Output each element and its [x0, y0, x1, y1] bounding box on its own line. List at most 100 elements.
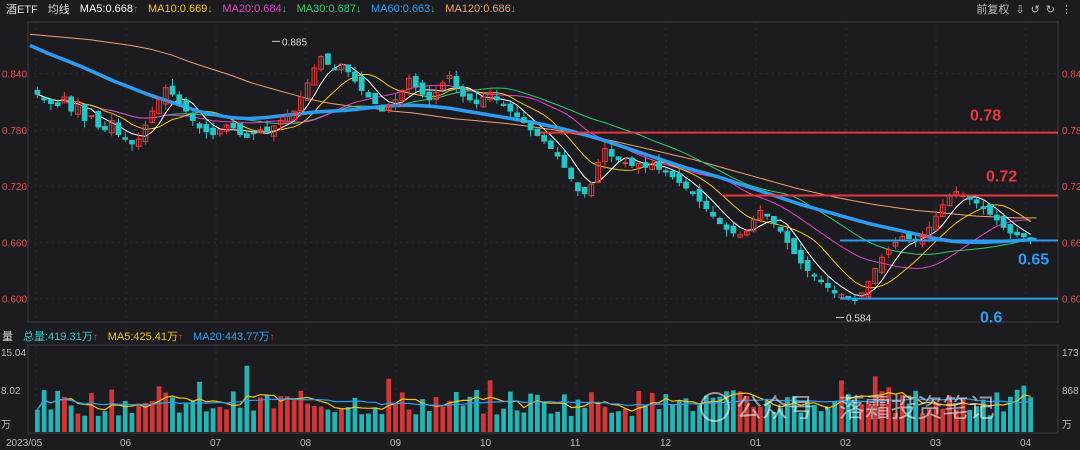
y-tick-left: 0.840 — [2, 70, 27, 81]
volume-bar-down — [676, 400, 682, 432]
volume-bar-down — [791, 396, 797, 432]
y-tick-left: 0.600 — [2, 295, 27, 306]
candle-up — [88, 115, 95, 118]
price-adjust-select[interactable]: 前复权 — [976, 4, 1010, 16]
candle-down — [331, 68, 338, 71]
volume-bar-up — [433, 397, 439, 432]
volume-bar-down — [555, 411, 561, 432]
ma-legend-item-0: MA5:0.668↑ — [79, 3, 138, 15]
volume-bar-down — [690, 411, 696, 432]
candle-down — [426, 91, 433, 101]
volume-bar-up — [291, 400, 297, 432]
candle-down — [568, 167, 575, 180]
candle-up — [399, 89, 406, 102]
candle-down — [230, 122, 237, 129]
candle-up — [743, 230, 750, 236]
volume-bar-down — [568, 415, 574, 432]
volume-bar-down — [507, 391, 513, 432]
arrow-up-icon: ↑ — [132, 4, 138, 15]
candle-down — [68, 96, 75, 112]
candle-up — [588, 183, 595, 197]
volume-bar-up — [839, 380, 844, 432]
volume-legend-item-1: MA5:425.41万↑ — [107, 331, 184, 343]
candle-down — [243, 133, 250, 138]
volume-bar-down — [82, 415, 88, 432]
candle-down — [554, 152, 561, 157]
candle-down — [608, 149, 615, 157]
candle-down — [541, 135, 547, 142]
volume-bar-up — [751, 406, 756, 432]
volume-bar-down — [453, 391, 459, 432]
candle-down — [372, 92, 379, 105]
candle-down — [352, 71, 358, 82]
candle-down — [358, 76, 365, 91]
price-panel-border — [27, 21, 1059, 323]
candle-down — [656, 161, 662, 170]
ma-legend-item-3: MA30:0.687↓ — [296, 3, 361, 15]
volume-bar-up — [163, 392, 169, 432]
candle-up — [757, 209, 764, 220]
candle-down — [818, 279, 825, 283]
volume-bar-down — [582, 407, 588, 432]
volume-bar-up — [89, 392, 94, 432]
y-tick-right: 0.780 — [1062, 126, 1080, 137]
candle-down — [723, 224, 730, 230]
volume-bar-down — [812, 404, 817, 432]
volume-bar-down — [825, 408, 831, 432]
volume-bar-down — [994, 392, 1000, 432]
volume-bar-up — [156, 386, 162, 432]
volume-bar-down — [1001, 411, 1006, 432]
y-tick-left: 0.660 — [2, 238, 27, 249]
x-tick: 08 — [300, 438, 312, 449]
ma-legend-item-1: MA10:0.669↓ — [147, 3, 213, 15]
volume-bar-up — [149, 401, 155, 432]
volume-bar-up — [224, 409, 229, 432]
candle-down — [710, 211, 716, 217]
candle-down — [825, 283, 831, 288]
candle-down — [514, 112, 520, 118]
ma-mode-label[interactable]: 均线 — [47, 4, 70, 16]
candle-down — [365, 92, 372, 98]
candle-down — [81, 104, 88, 121]
volume-bar-up — [953, 409, 959, 432]
undo-icon[interactable]: ↺ — [1030, 3, 1040, 16]
volume-bar-up — [866, 403, 871, 432]
volume-tick-right: 868 — [1062, 386, 1079, 397]
volume-bar-down — [176, 412, 182, 432]
volume-bar-down — [426, 410, 432, 432]
volume-bar-up — [278, 396, 283, 432]
candle-down — [41, 97, 48, 101]
volume-bar-up — [406, 409, 412, 432]
volume-legend: 总量:419.31万↑ MA5:425.41万↑ MA20:443.77万↑ — [23, 328, 274, 344]
download-icon[interactable]: ⇩ — [1015, 3, 1025, 16]
volume-tick-right: 万 — [1062, 420, 1072, 431]
candle-down — [730, 225, 737, 234]
volume-bar-down — [35, 409, 40, 432]
candle-up — [406, 77, 412, 90]
candle-down — [615, 156, 622, 161]
candle-down — [575, 182, 581, 192]
volume-bar-down — [203, 411, 209, 432]
y-tick-right: 0.840 — [1062, 70, 1080, 81]
volume-bar-down — [1021, 385, 1027, 432]
volume-bar-down — [332, 412, 338, 432]
volume-bar-up — [636, 390, 642, 432]
volume-bar-down — [95, 415, 101, 432]
candle-down — [689, 191, 696, 195]
candle-down — [764, 213, 770, 217]
volume-bar-down — [852, 399, 858, 432]
candle-down — [183, 99, 189, 112]
volume-bar-down — [494, 414, 500, 432]
candle-down — [210, 127, 216, 135]
volume-bar-up — [257, 397, 263, 432]
more-icon[interactable]: ⋮ — [1061, 3, 1072, 16]
volume-bar-down — [345, 407, 351, 432]
volume-bar-down — [562, 394, 567, 432]
candle-down — [811, 274, 818, 277]
volume-bar-up — [143, 402, 148, 432]
candle-down — [412, 76, 419, 88]
volume-bar-down — [778, 408, 783, 432]
volume-bar-up — [602, 406, 608, 432]
candle-up — [135, 138, 142, 147]
refresh-icon[interactable]: ↻ — [1045, 3, 1055, 16]
